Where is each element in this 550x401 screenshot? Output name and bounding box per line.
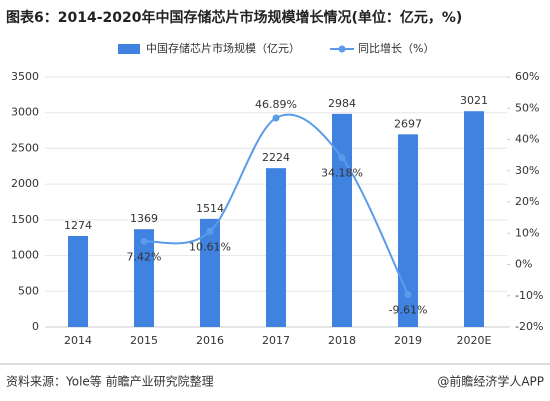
y-tick-label: 500	[18, 284, 39, 297]
y2-tick-label: 50%	[515, 101, 539, 114]
credit: @前瞻经济学人APP	[437, 374, 544, 389]
y2-tick-label: 40%	[515, 133, 539, 146]
y2-tick-label: 10%	[515, 226, 539, 239]
x-tick-label: 2019	[394, 334, 422, 347]
line-label: -9.61%	[389, 304, 428, 317]
y-tick-label: 3000	[11, 106, 39, 119]
y-tick-label: 0	[32, 320, 39, 333]
bar-label: 2697	[394, 117, 422, 130]
y2-tick-label: 60%	[515, 70, 539, 83]
x-tick-label: 2020E	[457, 334, 492, 347]
x-tick-label: 2016	[196, 334, 224, 347]
x-tick-label: 2015	[130, 334, 158, 347]
y-tick-label: 2000	[11, 177, 39, 190]
legend-swatch	[338, 45, 346, 53]
legend-swatch	[118, 44, 140, 54]
bar	[266, 168, 286, 327]
line-label: 7.42%	[127, 250, 162, 263]
line-point	[206, 227, 214, 235]
line-point	[404, 291, 412, 299]
y2-tick-label: -20%	[515, 320, 543, 333]
bar	[134, 229, 154, 327]
line-point	[272, 114, 280, 122]
y-tick-label: 3500	[11, 70, 39, 83]
y-tick-label: 1500	[11, 213, 39, 226]
bar-label: 3021	[460, 94, 488, 107]
y-tick-label: 2500	[11, 141, 39, 154]
line-label: 46.89%	[255, 98, 297, 111]
x-tick-label: 2017	[262, 334, 290, 347]
x-tick-label: 2014	[64, 334, 92, 347]
x-tick-label: 2018	[328, 334, 356, 347]
bar-label: 2224	[262, 151, 290, 164]
y-tick-label: 1000	[11, 249, 39, 262]
legend-label: 中国存储芯片市场规模（亿元）	[146, 41, 300, 55]
bar-label: 1369	[130, 212, 158, 225]
chart-title: 图表6：2014-2020年中国存储芯片市场规模增长情况(单位：亿元，%)	[6, 9, 462, 26]
legend-label: 同比增长（%）	[358, 41, 434, 55]
y2-tick-label: 0%	[515, 258, 532, 271]
line-label: 10.61%	[189, 240, 231, 253]
bar	[200, 218, 220, 327]
line-point	[338, 154, 346, 162]
line-label: 34.18%	[321, 167, 363, 180]
y2-tick-label: -10%	[515, 289, 543, 302]
bar	[68, 236, 88, 327]
bar	[464, 111, 484, 327]
y2-tick-label: 30%	[515, 164, 539, 177]
line-point	[140, 237, 148, 245]
bar-label: 1274	[64, 219, 92, 232]
bar	[398, 134, 418, 327]
y2-tick-label: 20%	[515, 195, 539, 208]
bar-label: 2984	[328, 97, 356, 110]
bar	[332, 113, 352, 327]
bar-label: 1514	[196, 202, 224, 215]
source: 资料来源：Yole等 前瞻产业研究院整理	[6, 374, 214, 389]
